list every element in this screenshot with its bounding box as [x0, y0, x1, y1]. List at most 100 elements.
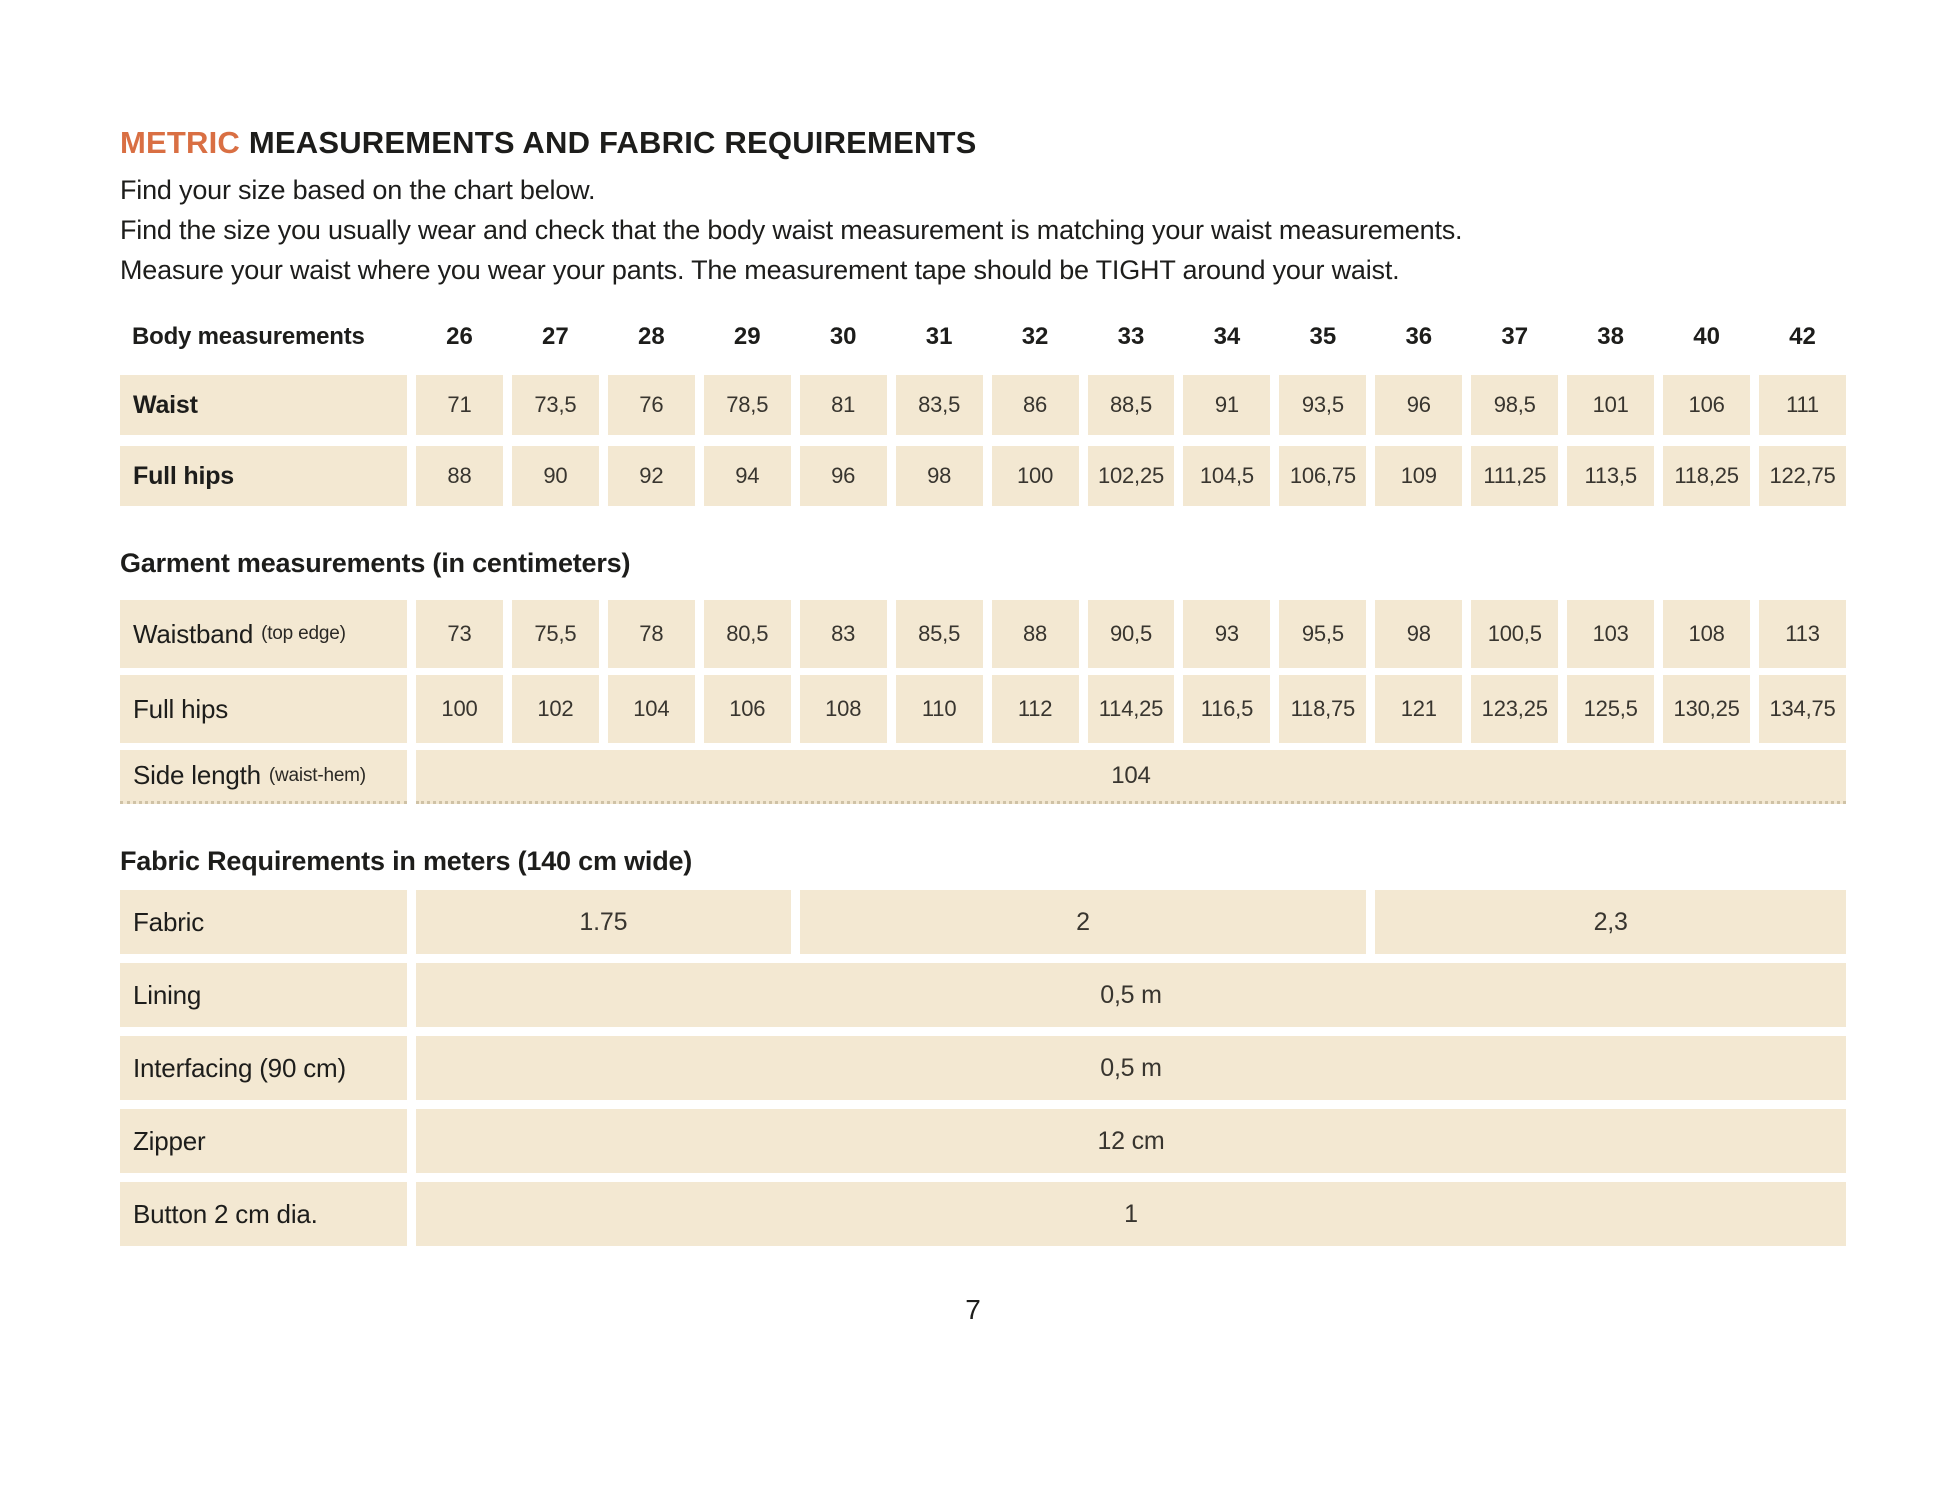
garment-hips-cell: 125,5: [1567, 675, 1655, 743]
lining-value: 0,5 m: [416, 963, 1846, 1027]
garment-hips-cell: 114,25: [1087, 675, 1175, 743]
waistband-cell: 83: [799, 600, 887, 668]
row-label-lining: Lining: [120, 963, 407, 1027]
size-column-header: 40: [1693, 323, 1720, 350]
waist-cell: 93,5: [1279, 375, 1367, 435]
waist-cell: 78,5: [703, 375, 791, 435]
garment-hips-cell: 106: [703, 675, 791, 743]
intro-line: Measure your waist where you wear your p…: [120, 255, 1400, 285]
garment-hips-cell: 100: [416, 675, 503, 743]
side-length-label-note: (waist-hem): [268, 764, 366, 786]
row-label-zipper: Zipper: [120, 1109, 407, 1173]
garment-hips-cell: 130,25: [1663, 675, 1751, 743]
waist-cell: 91: [1183, 375, 1271, 435]
waistband-label: Waistband: [133, 618, 254, 649]
waist-cell: 96: [1375, 375, 1463, 435]
row-label-fabric: Fabric: [120, 890, 407, 954]
size-column-header: 27: [542, 323, 569, 350]
waist-cell: 71: [416, 375, 503, 435]
waist-cell: 98,5: [1471, 375, 1559, 435]
waistband-cell: 88: [991, 600, 1079, 668]
waistband-cell: 73: [416, 600, 503, 668]
intro-text: Find your size based on the chart below.…: [120, 170, 1846, 290]
full-hips-cell: 100: [991, 446, 1079, 506]
size-column-header: 29: [733, 323, 761, 350]
garment-hips-cell: 121: [1375, 675, 1463, 743]
side-length-label: Side length: [133, 760, 261, 790]
size-column-header: 33: [1117, 323, 1145, 350]
garment-hips-cell: 123,25: [1471, 675, 1559, 743]
document-page: METRIC MEASUREMENTS AND FABRIC REQUIREME…: [0, 124, 1846, 1246]
full-hips-cell: 98: [895, 446, 983, 506]
waistband-cell: 75,5: [511, 600, 599, 668]
page-title-accent: METRIC: [120, 125, 241, 160]
body-measurements-table: Waist 71 73,5 76 78,5 81 83,5 86 88,5 91…: [120, 375, 1846, 506]
size-column-header: 42: [1789, 323, 1816, 350]
full-hips-cell: 106,75: [1279, 446, 1367, 506]
waistband-cell: 85,5: [895, 600, 983, 668]
intro-line: Find the size you usually wear and check…: [120, 215, 1463, 245]
waist-cell: 76: [607, 375, 695, 435]
fabric-section-heading: Fabric Requirements in meters (140 cm wi…: [120, 846, 693, 876]
waistband-cell: 93: [1183, 600, 1271, 668]
row-label-waistband: Waistband (top edge): [120, 600, 407, 668]
waistband-cell: 78: [607, 600, 695, 668]
waist-cell: 106: [1663, 375, 1751, 435]
full-hips-cell: 92: [607, 446, 695, 506]
waist-cell: 86: [991, 375, 1079, 435]
garment-hips-cell: 102: [511, 675, 599, 743]
garment-hips-cell: 112: [991, 675, 1079, 743]
waist-cell: 101: [1567, 375, 1655, 435]
size-header-label: Body measurements: [132, 323, 365, 350]
size-column-header: 32: [1021, 323, 1049, 350]
waistband-label-note: (top edge): [261, 623, 346, 644]
size-column-header: 26: [446, 323, 473, 350]
full-hips-cell: 94: [703, 446, 791, 506]
waistband-cell: 103: [1567, 600, 1655, 668]
size-column-header: 37: [1501, 323, 1529, 350]
interfacing-value: 0,5 m: [416, 1036, 1846, 1100]
waistband-cell: 95,5: [1279, 600, 1367, 668]
full-hips-cell: 104,5: [1183, 446, 1271, 506]
row-label-full-hips: Full hips: [120, 446, 407, 506]
waistband-cell: 98: [1375, 600, 1463, 668]
page-title-rest: MEASUREMENTS AND FABRIC REQUIREMENTS: [248, 125, 977, 160]
waist-cell: 111: [1759, 375, 1846, 435]
garment-hips-cell: 116,5: [1183, 675, 1271, 743]
garment-section-heading: Garment measurements (in centimeters): [120, 548, 631, 578]
full-hips-cell: 90: [511, 446, 599, 506]
garment-measurements-table: Waistband (top edge) 73 75,5 78 80,5 83 …: [120, 600, 1846, 804]
full-hips-cell: 88: [416, 446, 503, 506]
garment-hips-cell: 104: [607, 675, 695, 743]
size-header-row: Body measurements 26 27 28 29 30 31 32 3…: [120, 320, 1846, 354]
waist-cell: 83,5: [895, 375, 983, 435]
zipper-value: 12 cm: [416, 1109, 1846, 1173]
size-column-header: 31: [925, 323, 953, 350]
row-label-side-length: Side length (waist-hem): [120, 750, 407, 804]
fabric-amount-small-sizes: 1.75: [416, 890, 791, 954]
full-hips-cell: 96: [799, 446, 887, 506]
size-column-header: 38: [1597, 323, 1624, 350]
intro-line: Find your size based on the chart below.: [120, 175, 596, 205]
page-number: 7: [965, 1294, 981, 1325]
size-column-header: 36: [1405, 323, 1433, 350]
row-label-garment-full-hips: Full hips: [120, 675, 407, 743]
row-label-waist: Waist: [120, 375, 407, 435]
page-title: METRIC MEASUREMENTS AND FABRIC REQUIREME…: [120, 124, 1846, 162]
full-hips-cell: 109: [1375, 446, 1463, 506]
row-label-button: Button 2 cm dia.: [120, 1182, 407, 1246]
size-column-header: 35: [1309, 323, 1337, 350]
size-column-header: 28: [637, 323, 665, 350]
waistband-cell: 108: [1663, 600, 1751, 668]
fabric-amount-mid-sizes: 2: [799, 890, 1367, 954]
waist-cell: 81: [799, 375, 887, 435]
waist-cell: 88,5: [1087, 375, 1175, 435]
size-column-header: 30: [829, 323, 857, 350]
button-value: 1: [416, 1182, 1846, 1246]
size-column-header: 34: [1213, 323, 1241, 350]
waistband-cell: 90,5: [1087, 600, 1175, 668]
full-hips-cell: 111,25: [1471, 446, 1559, 506]
garment-hips-cell: 118,75: [1279, 675, 1367, 743]
garment-hips-cell: 110: [895, 675, 983, 743]
waist-cell: 73,5: [511, 375, 599, 435]
